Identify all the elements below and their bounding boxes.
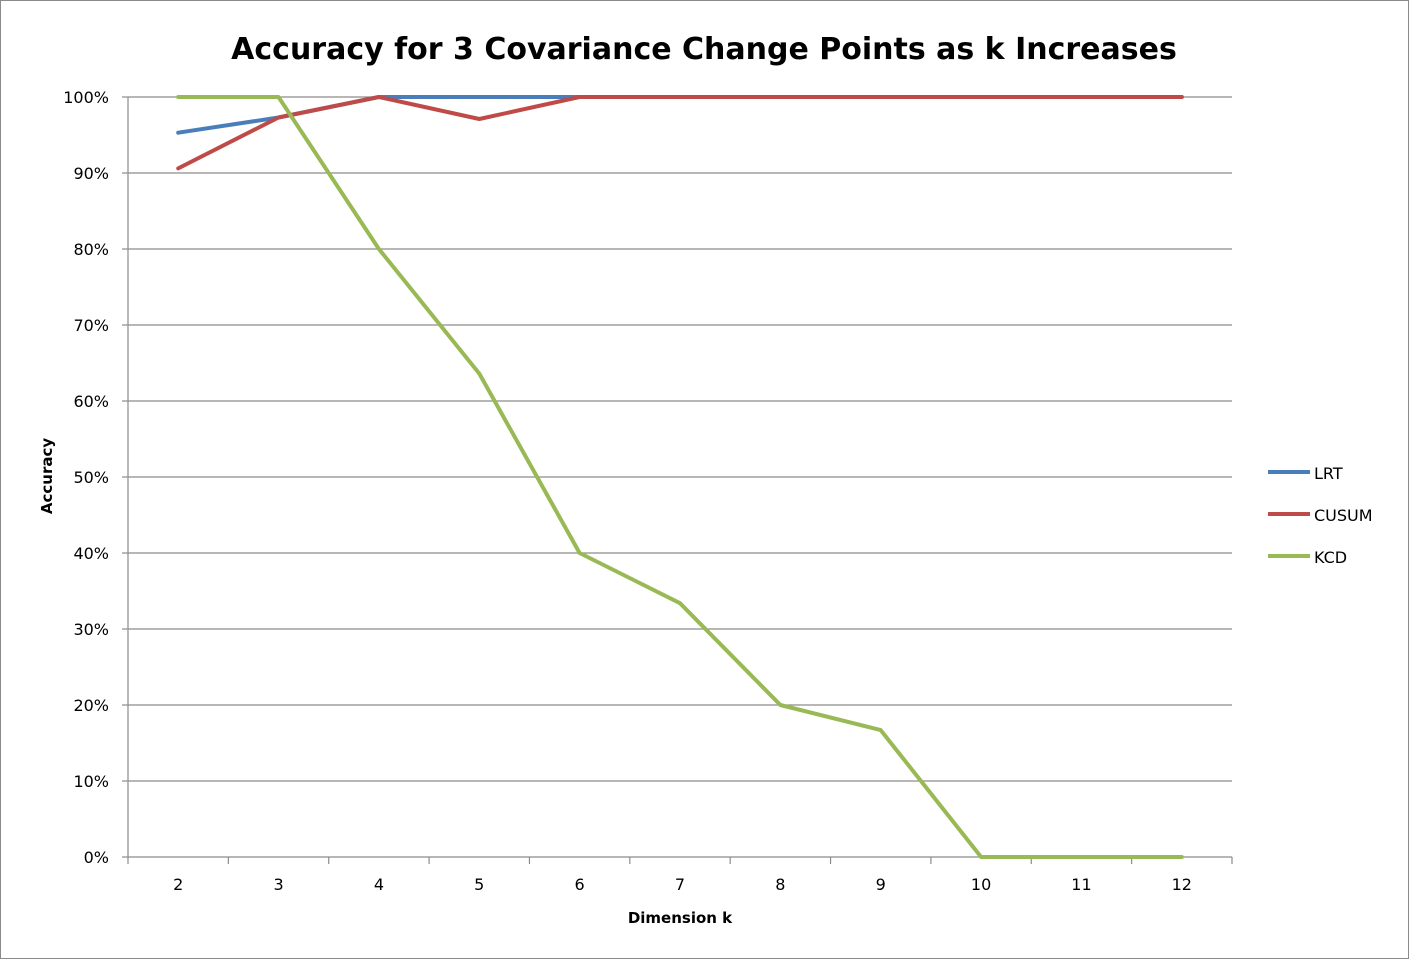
series-line-kcd: [176, 95, 1184, 859]
legend-label: KCD: [1314, 548, 1347, 567]
y-tick-label: 10%: [73, 772, 109, 791]
y-tick-label: 50%: [73, 468, 109, 487]
gridlines: [128, 96, 1232, 782]
x-tick-label: 5: [474, 875, 484, 894]
y-axis-label: Accuracy: [38, 438, 56, 514]
x-tick-label: 2: [173, 875, 183, 894]
y-tick-label: 70%: [73, 316, 109, 335]
x-tick-label: 12: [1172, 875, 1192, 894]
y-tick-label: 20%: [73, 696, 109, 715]
y-tick-label: 40%: [73, 544, 109, 563]
y-tick-label: 80%: [73, 240, 109, 259]
chart-title: Accuracy for 3 Covariance Change Points …: [231, 32, 1177, 67]
y-tick-label: 60%: [73, 392, 109, 411]
x-tick-label: 6: [575, 875, 585, 894]
y-tick-label: 100%: [63, 88, 109, 107]
x-tick-label: 3: [273, 875, 283, 894]
x-tick-label: 10: [971, 875, 991, 894]
x-tick-label: 7: [675, 875, 685, 894]
series-lines: [176, 95, 1184, 859]
axes: [122, 96, 1233, 864]
tick-labels: 0% 10% 20% 30% 40% 50% 60% 70% 80% 90% 100% 2 3 4 5 6 7 8…: [63, 88, 1192, 894]
y-tick-label: 0%: [84, 848, 109, 867]
y-tick-label: 30%: [73, 620, 109, 639]
legend: LRT CUSUM KCD: [1268, 464, 1373, 567]
series-line-lrt: [176, 95, 1184, 135]
x-tick-label: 4: [374, 875, 384, 894]
x-tick-label: 11: [1071, 875, 1091, 894]
x-tick-label: 9: [876, 875, 886, 894]
series-line-cusum: [176, 95, 1184, 171]
x-tick-label: 8: [775, 875, 785, 894]
legend-label: LRT: [1314, 464, 1343, 483]
legend-label: CUSUM: [1314, 506, 1373, 525]
x-axis-label: Dimension k: [628, 909, 733, 927]
y-tick-label: 90%: [73, 164, 109, 183]
